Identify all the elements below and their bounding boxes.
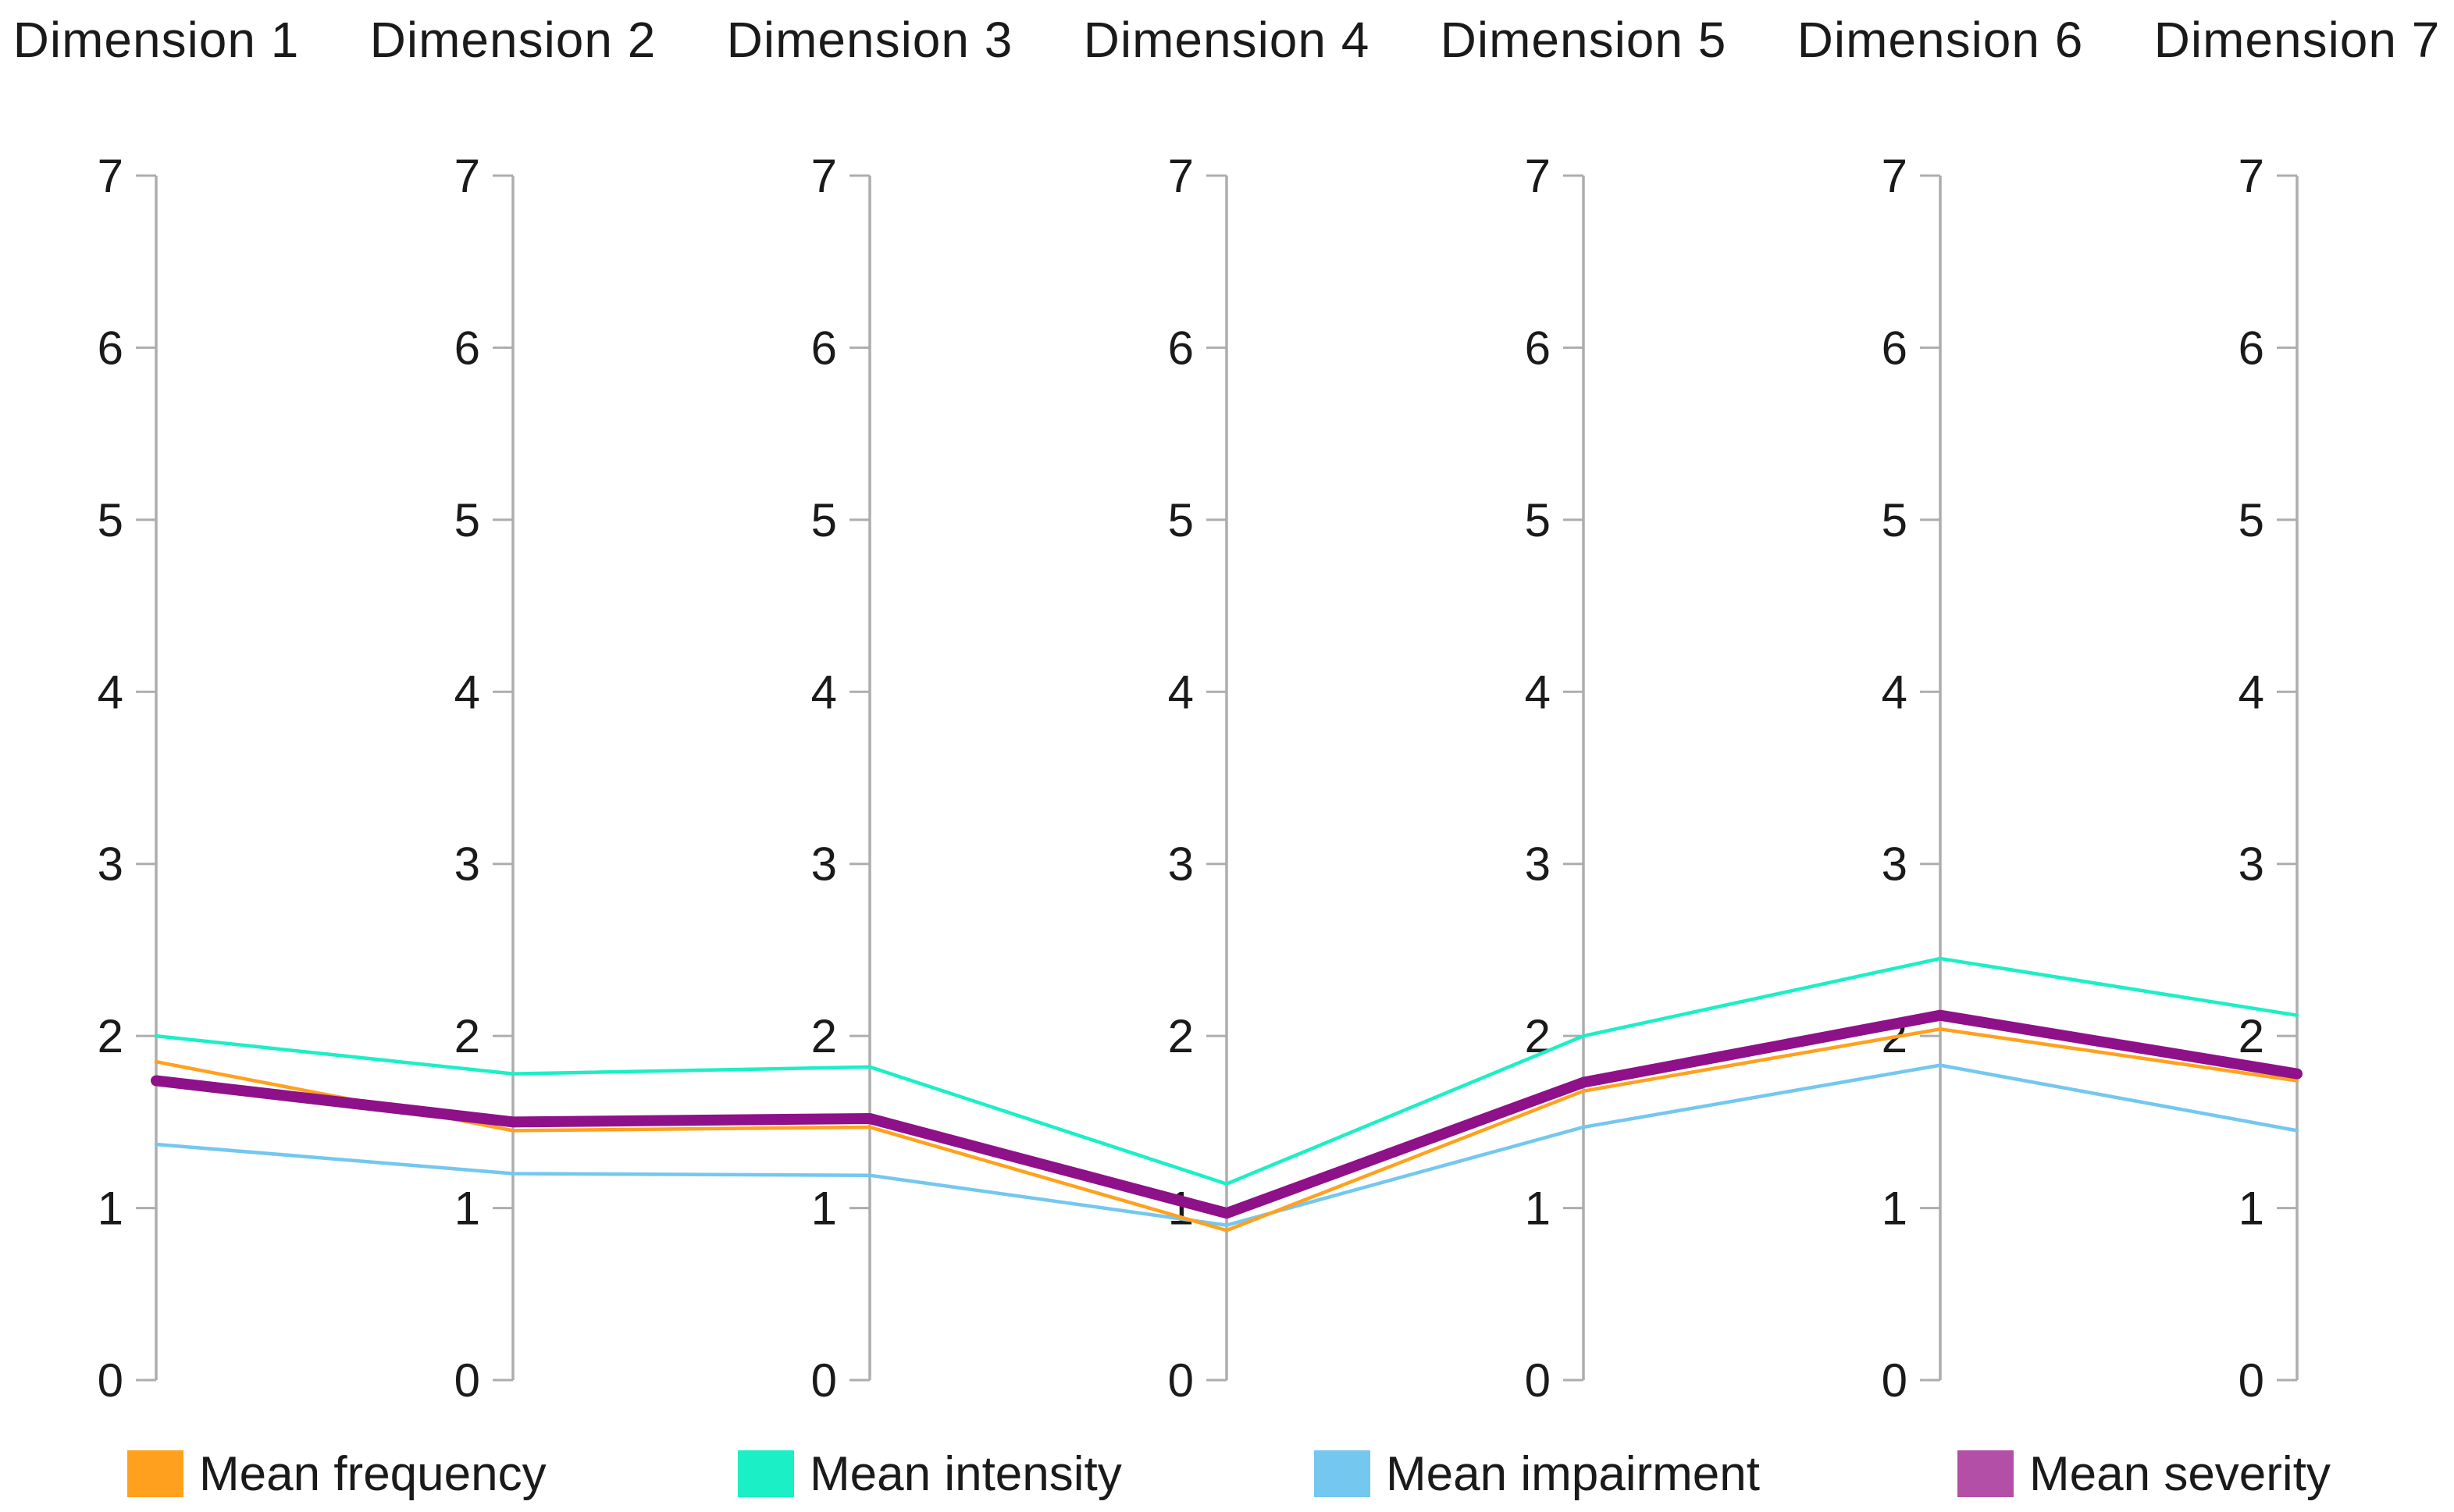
legend-label-mean-severity: Mean severity [2029, 1446, 2331, 1501]
tick-label: 7 [811, 150, 837, 202]
tick-label: 2 [811, 1010, 837, 1062]
legend-swatch-mean-impairment [1314, 1450, 1370, 1497]
tick-label: 5 [98, 494, 123, 546]
legend: Mean frequency Mean intensity Mean impai… [0, 1443, 2454, 1505]
tick-label: 5 [811, 494, 837, 546]
legend-label-mean-intensity: Mean intensity [810, 1446, 1122, 1501]
tick-label: 6 [98, 322, 123, 374]
tick-label: 6 [454, 322, 480, 374]
tick-label: 2 [98, 1010, 123, 1062]
legend-swatch-mean-frequency [127, 1450, 183, 1497]
tick-label: 7 [2239, 150, 2264, 202]
tick-label: 3 [98, 838, 123, 891]
tick-label: 6 [2239, 322, 2264, 374]
tick-label: 0 [454, 1354, 480, 1407]
tick-label: 1 [98, 1183, 123, 1235]
tick-label: 4 [98, 666, 123, 718]
tick-label: 4 [1525, 666, 1551, 718]
tick-label: 1 [811, 1183, 837, 1235]
axis-title-dimension-1: Dimension 1 [12, 12, 300, 68]
tick-label: 0 [98, 1354, 123, 1407]
axis-title-dimension-2: Dimension 2 [369, 12, 657, 68]
tick-label: 5 [454, 494, 480, 546]
tick-label: 5 [1168, 494, 1194, 546]
tick-label: 3 [1882, 838, 1907, 891]
tick-label: 4 [454, 666, 480, 718]
tick-label: 0 [2239, 1354, 2264, 1407]
axis-title-dimension-5: Dimension 5 [1440, 12, 1727, 68]
legend-swatch-mean-severity [1957, 1450, 2014, 1497]
tick-label: 1 [2239, 1183, 2264, 1235]
legend-entry-mean-intensity: Mean intensity [738, 1443, 1122, 1505]
tick-label: 5 [2239, 494, 2264, 546]
tick-label: 3 [1525, 838, 1551, 891]
tick-label: 5 [1525, 494, 1551, 546]
axis-title-dimension-6: Dimension 6 [1797, 12, 2084, 68]
legend-entry-mean-frequency: Mean frequency [127, 1443, 547, 1505]
legend-label-mean-impairment: Mean impairment [1386, 1446, 1760, 1501]
tick-label: 0 [811, 1354, 837, 1407]
axis-title-dimension-7: Dimension 7 [2153, 12, 2441, 68]
series-line-mean-frequency [154, 1027, 2299, 1233]
tick-label: 6 [1525, 322, 1551, 374]
series-line-mean-impairment [154, 1063, 2299, 1227]
tick-label: 6 [811, 322, 837, 374]
legend-entry-mean-impairment: Mean impairment [1314, 1443, 1760, 1505]
tick-label: 3 [811, 838, 837, 891]
tick-label: 7 [454, 150, 480, 202]
tick-label: 2 [1168, 1010, 1194, 1062]
axis-title-dimension-4: Dimension 4 [1083, 12, 1370, 68]
tick-label: 4 [1882, 666, 1907, 718]
tick-label: 3 [1168, 838, 1194, 891]
series-line-mean-severity [151, 1009, 2303, 1219]
tick-label: 3 [454, 838, 480, 891]
tick-label: 0 [1882, 1354, 1907, 1407]
legend-label-mean-frequency: Mean frequency [199, 1446, 547, 1501]
series-line-mean-intensity [154, 956, 2299, 1186]
legend-entry-mean-severity: Mean severity [1957, 1443, 2331, 1505]
tick-label: 7 [1168, 150, 1194, 202]
tick-label: 1 [1525, 1183, 1551, 1235]
tick-label: 4 [2239, 666, 2264, 718]
tick-label: 4 [811, 666, 837, 718]
tick-label: 1 [1882, 1183, 1907, 1235]
tick-label: 0 [1168, 1354, 1194, 1407]
axis-title-dimension-3: Dimension 3 [726, 12, 1013, 68]
tick-label: 6 [1168, 322, 1194, 374]
tick-label: 7 [98, 150, 123, 202]
tick-label: 7 [1882, 150, 1907, 202]
tick-label: 4 [1168, 666, 1194, 718]
legend-swatch-mean-intensity [738, 1450, 794, 1497]
tick-label: 6 [1882, 322, 1907, 374]
tick-label: 2 [2239, 1010, 2264, 1062]
tick-label: 7 [1525, 150, 1551, 202]
tick-label: 3 [2239, 838, 2264, 891]
tick-label: 0 [1525, 1354, 1551, 1407]
tick-label: 5 [1882, 494, 1907, 546]
tick-label: 2 [454, 1010, 480, 1062]
tick-label: 1 [454, 1183, 480, 1235]
